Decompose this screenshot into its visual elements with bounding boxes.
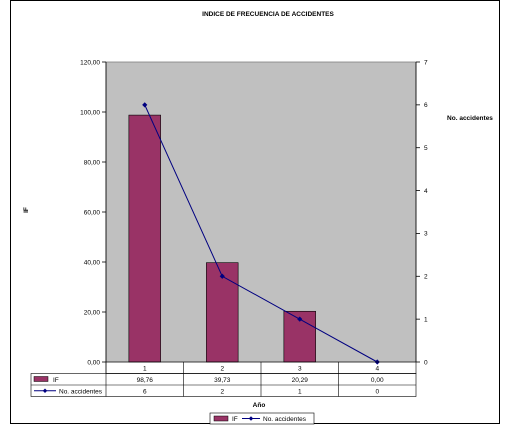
legend-label-accidentes: No. accidentes (263, 416, 307, 423)
y2-tick-label: 1 (424, 316, 428, 323)
x-tick-label: 4 (375, 365, 379, 372)
y2-tick-label: 5 (424, 145, 428, 152)
data-label-accidentes: 0 (375, 388, 379, 395)
data-label-if: 98,76 (137, 377, 154, 384)
y-tick-label: 80,00 (84, 159, 101, 166)
legend-box (209, 412, 315, 425)
legend-key-marker (248, 416, 254, 421)
y2-tick-label: 6 (424, 102, 428, 109)
x-axis-label: Año (253, 402, 266, 409)
data-label-if: 39,73 (214, 377, 231, 384)
x-tick-label: 3 (298, 365, 302, 372)
y-tick-label: 60,00 (84, 209, 101, 216)
y-tick-label: 20,00 (84, 309, 101, 316)
y-tick-label: 100,00 (80, 109, 100, 116)
y-tick-label: 0,00 (87, 359, 100, 366)
table-row-label-if: IF (53, 377, 59, 384)
y2-tick-label: 7 (424, 59, 428, 66)
line-marker (219, 273, 225, 279)
legend-label-if: IF (232, 416, 238, 423)
x-tick-label: 1 (143, 365, 147, 372)
data-label-if: 20,29 (292, 377, 309, 384)
y2-tick-label: 3 (424, 231, 428, 238)
legend-key-if (213, 415, 229, 422)
bar-if (128, 114, 161, 363)
x-tick-label: 2 (220, 365, 224, 372)
y-tick-label: 40,00 (84, 259, 101, 266)
y2-axis-label: No. accidentes (447, 115, 493, 122)
data-label-if: 0,00 (371, 377, 384, 384)
y-axis-label: IF (23, 207, 30, 213)
table-key-marker (42, 388, 48, 393)
chart-title: INDICE DE FRECUENCIA DE ACCIDENTES (202, 11, 334, 18)
table-key-if (33, 376, 49, 382)
data-label-accidentes: 6 (143, 388, 147, 395)
y2-tick-label: 4 (424, 188, 428, 195)
y2-tick-label: 0 (424, 359, 428, 366)
bar-if (206, 262, 239, 363)
line-no-accidentes (144, 104, 378, 363)
line-marker (142, 102, 148, 108)
data-label-accidentes: 1 (298, 388, 302, 395)
table-row-label-accidentes: No. accidentes (59, 388, 103, 395)
data-label-accidentes: 2 (220, 388, 224, 395)
line-marker (297, 316, 303, 322)
y-tick-label: 120,00 (80, 59, 100, 66)
y2-tick-label: 2 (424, 274, 428, 281)
